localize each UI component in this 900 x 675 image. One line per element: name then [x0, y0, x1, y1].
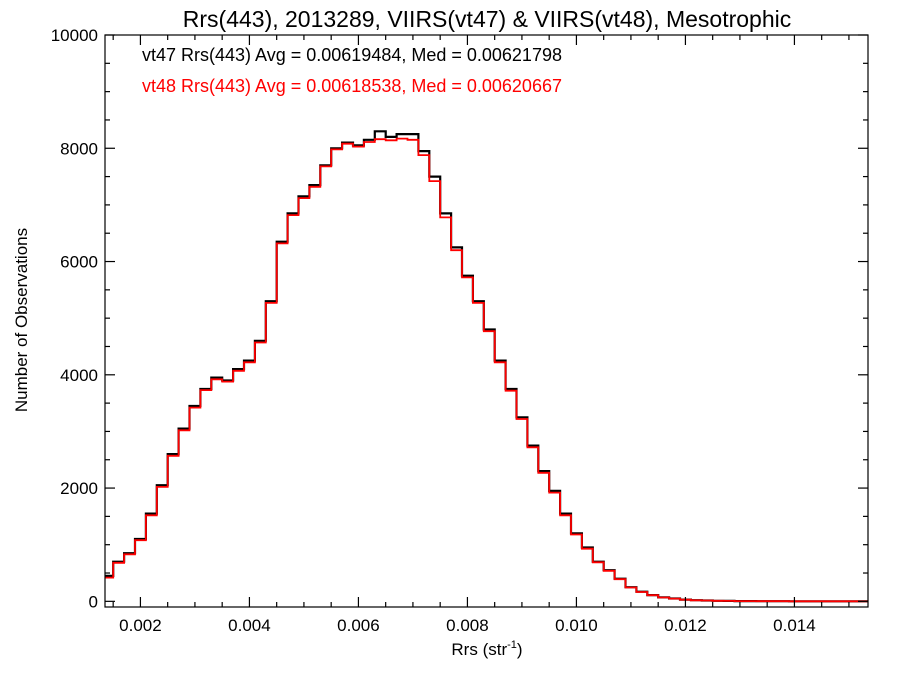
vt47-annotation: vt47 Rrs(443) Avg = 0.00619484, Med = 0.… [142, 45, 562, 65]
vt48-annotation: vt48 Rrs(443) Avg = 0.00618538, Med = 0.… [142, 76, 562, 96]
y-axis-label: Number of Observations [12, 228, 31, 412]
x-tick-label: 0.012 [664, 616, 707, 635]
x-axis-label: Rrs (str-1) [451, 639, 522, 659]
x-tick-label: 0.002 [119, 616, 162, 635]
plot-frame [104, 34, 869, 608]
x-axis-label-end: ) [517, 640, 523, 659]
y-tick-label: 10000 [51, 26, 98, 45]
x-tick-label: 0.008 [446, 616, 489, 635]
y-tick-label: 6000 [60, 253, 98, 272]
x-tick-label: 0.010 [555, 616, 598, 635]
x-tick-label: 0.014 [773, 616, 816, 635]
chart-title: Rrs(443), 2013289, VIIRS(vt47) & VIIRS(v… [183, 6, 791, 32]
x-axis-label-superscript: -1 [507, 639, 517, 651]
y-tick-label: 8000 [60, 139, 98, 158]
x-tick-label: 0.004 [228, 616, 271, 635]
y-tick-label: 4000 [60, 366, 98, 385]
series-vt47-line [105, 130, 868, 603]
x-axis-label-main: Rrs (str [451, 640, 507, 659]
series-layer [105, 130, 868, 603]
ticks-layer: 0.002 0.004 0.006 0.008 0.010 0.012 0.014 0 2000… [51, 26, 868, 635]
series-vt48-line [105, 137, 868, 603]
y-tick-label: 2000 [60, 479, 98, 498]
x-tick-label: 0.006 [337, 616, 380, 635]
y-tick-label: 0 [89, 592, 98, 611]
